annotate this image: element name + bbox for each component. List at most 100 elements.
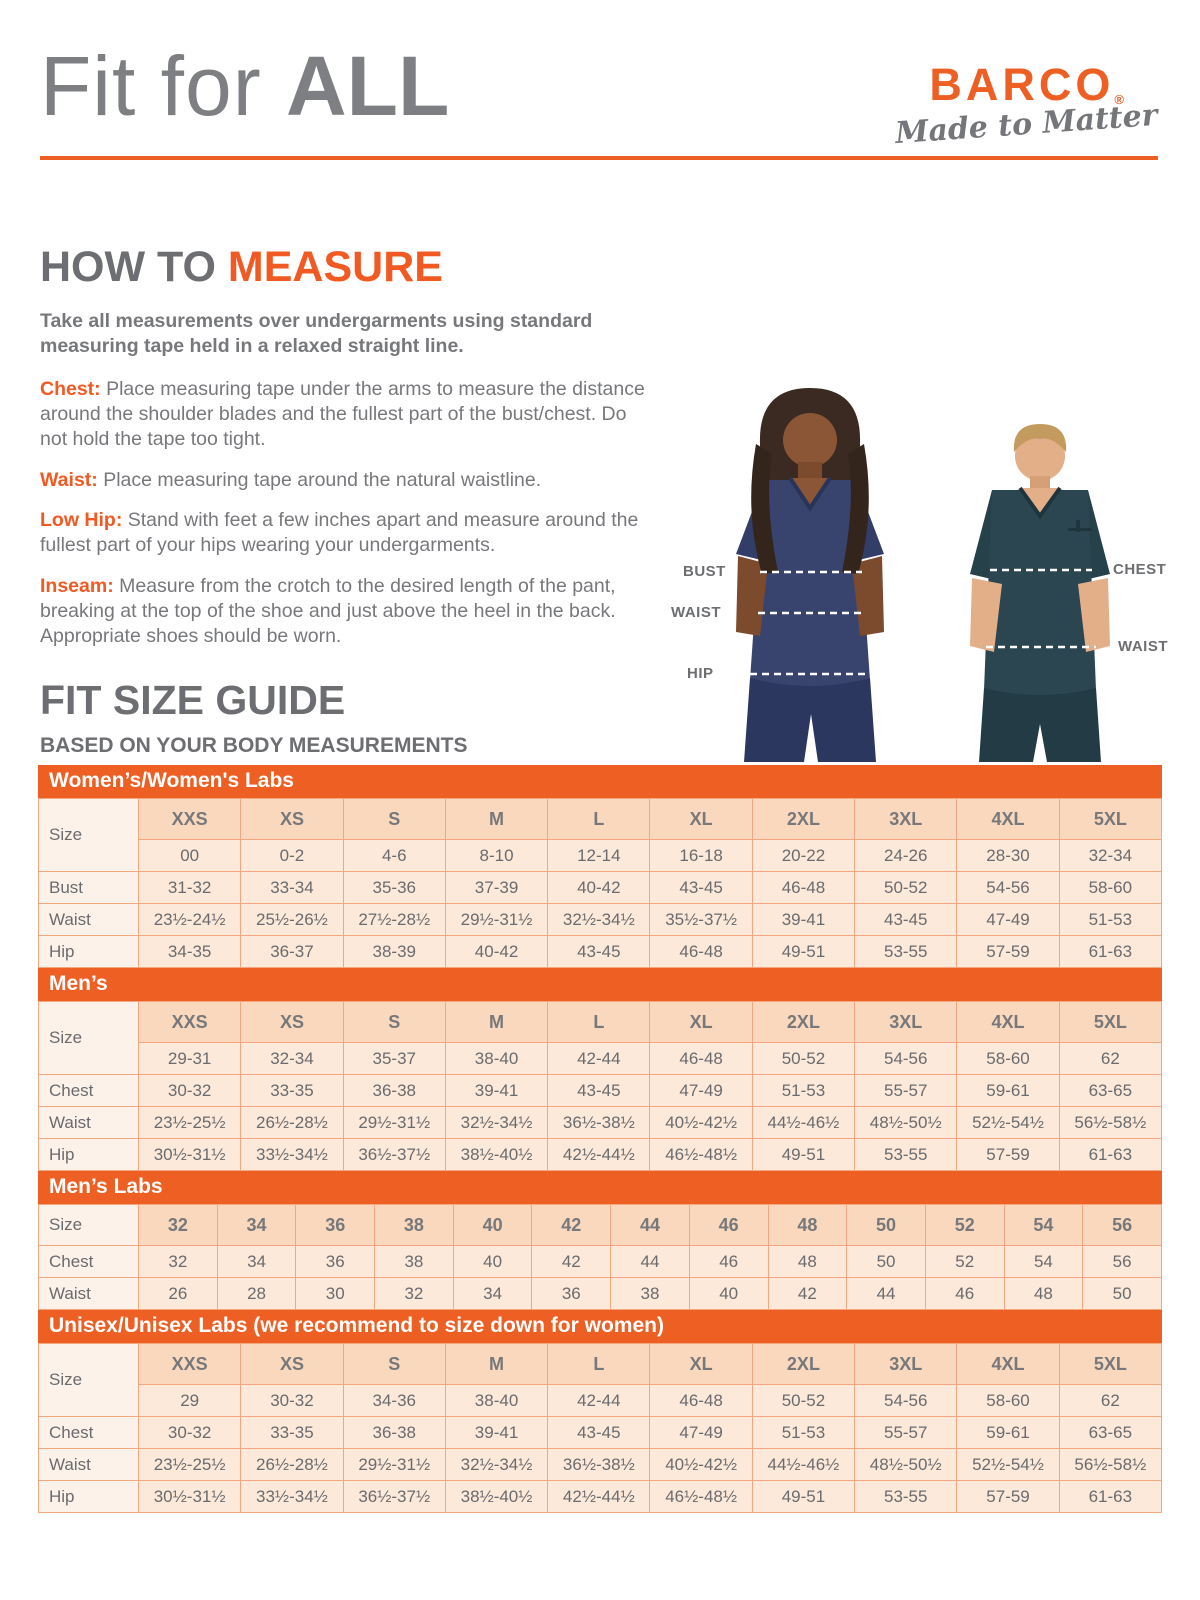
measure-cell: 61-63 — [1058, 935, 1163, 968]
brand-wordmark: BARCO — [929, 59, 1115, 110]
size-header-cell: M — [444, 798, 549, 840]
numeric-size-cell: 58-60 — [956, 1384, 1060, 1417]
size-table-womens: Size XXS XS S M L XL 2XL 3XL 4XL 5XL 00 0-2 4-6 8-10 12… — [38, 798, 1163, 968]
page-title-regular: Fit for — [40, 39, 287, 133]
measure-cell: 63-65 — [1058, 1416, 1163, 1449]
table-row: Chest 30-32 33-35 36-38 39-41 43-45 47-49 51-53… — [38, 1074, 1163, 1107]
measure-cell: 36½-38½ — [547, 1106, 651, 1139]
waist-label-female: WAIST — [671, 604, 721, 621]
size-row-label: Size — [38, 1343, 139, 1417]
measure-cell: 36½-37½ — [342, 1138, 446, 1171]
female-model — [736, 388, 884, 762]
measure-cell: 61-63 — [1058, 1138, 1163, 1171]
size-header-cell: 2XL — [751, 798, 856, 840]
measure-cell: 44½-46½ — [751, 1106, 856, 1139]
measure-cell: 57-59 — [956, 1138, 1060, 1171]
measure-cell: 49-51 — [751, 1480, 856, 1513]
measure-cell: 50 — [1082, 1277, 1162, 1310]
measure-item-label: Low Hip: — [40, 509, 123, 532]
measure-row-label: Hip — [38, 935, 139, 968]
size-header-cell: 2XL — [751, 1343, 856, 1385]
measure-cell: 30 — [295, 1277, 376, 1310]
table-row: Hip 30½-31½ 33½-34½ 36½-37½ 38½-40½ 42½-44½ 46… — [38, 1138, 1163, 1171]
size-table-mens-container: Men’s Size XXS XS S M L XL 2XL 3XL 4XL 5XL 29-31 32-3… — [38, 968, 1163, 1171]
measure-cell: 33-35 — [240, 1416, 344, 1449]
measure-row-label: Chest — [38, 1245, 139, 1278]
size-header-cell: XL — [649, 1343, 753, 1385]
measure-cell: 38½-40½ — [444, 1480, 549, 1513]
measure-cell: 42 — [531, 1245, 612, 1278]
size-header-cell: XXS — [137, 1343, 242, 1385]
numeric-size-cell: 0-2 — [240, 839, 344, 872]
size-header-cell: 44 — [610, 1204, 690, 1246]
size-header-cell: 3XL — [854, 1343, 958, 1385]
numeric-size-cell: 38-40 — [444, 1384, 549, 1417]
size-table-unisex: Size XXS XS S M L XL 2XL 3XL 4XL 5XL 29 30-32 34-36 38… — [38, 1343, 1163, 1513]
size-header-cell: 46 — [688, 1204, 769, 1246]
heading-orange-part: MEASURE — [227, 243, 443, 291]
measure-cell: 50-52 — [854, 871, 958, 904]
measure-cell: 34-35 — [137, 935, 242, 968]
measure-cell: 43-45 — [854, 903, 958, 936]
measure-cell: 32 — [138, 1245, 218, 1278]
measure-cell: 51-53 — [751, 1074, 856, 1107]
measure-cell: 40½-42½ — [649, 1106, 753, 1139]
measure-cell: 48 — [1003, 1277, 1084, 1310]
measure-cell: 48½-50½ — [854, 1106, 958, 1139]
measure-cell: 42½-44½ — [547, 1480, 651, 1513]
size-header-cell: S — [342, 1343, 446, 1385]
numeric-size-cell: 58-60 — [956, 1042, 1060, 1075]
size-header-cell: M — [444, 1343, 549, 1385]
size-header-cell: XXS — [137, 1001, 242, 1043]
measure-cell: 43-45 — [649, 871, 753, 904]
measure-cell: 63-65 — [1058, 1074, 1163, 1107]
measure-cell: 57-59 — [956, 1480, 1060, 1513]
measure-cell: 38 — [374, 1245, 454, 1278]
measure-cell: 34 — [216, 1245, 297, 1278]
measure-cell: 30½-31½ — [137, 1480, 242, 1513]
measure-cell: 55-57 — [854, 1416, 958, 1449]
size-header-cell: 4XL — [956, 1343, 1060, 1385]
table-row: Waist 26 28 30 32 34 36 38 40 42 44 46 48 50 — [38, 1277, 1162, 1310]
size-header-cell: XS — [240, 798, 344, 840]
size-header-cell: S — [342, 1001, 446, 1043]
measure-cell: 32½-34½ — [547, 903, 651, 936]
measure-cell: 38 — [610, 1277, 690, 1310]
size-table-mens-title: Men’s — [38, 968, 1162, 1001]
size-header-cell: 5XL — [1058, 1001, 1163, 1043]
measure-cell: 48½-50½ — [854, 1448, 958, 1481]
measure-cell: 36-37 — [240, 935, 344, 968]
measure-cell: 31-32 — [137, 871, 242, 904]
table-row: Bust 31-32 33-34 35-36 37-39 40-42 43-45 46-48 5… — [38, 871, 1163, 904]
numeric-size-cell: 50-52 — [751, 1042, 856, 1075]
measure-cell: 44½-46½ — [751, 1448, 856, 1481]
size-header-cell: XXS — [137, 798, 242, 840]
numeric-size-cell: 30-32 — [240, 1384, 344, 1417]
brand-name: BARCO® — [895, 62, 1158, 107]
measure-cell: 40-42 — [444, 935, 549, 968]
numeric-size-cell: 62 — [1058, 1384, 1163, 1417]
numeric-size-cell: 16-18 — [649, 839, 753, 872]
size-table-mens-labs-container: Men’s Labs Size 32 34 36 38 40 42 44 46 48 50 52 54 56… — [38, 1171, 1162, 1310]
measure-cell: 36½-37½ — [342, 1480, 446, 1513]
measure-row-label: Hip — [38, 1480, 139, 1513]
size-header-cell: 2XL — [751, 1001, 856, 1043]
measure-cell: 49-51 — [751, 935, 856, 968]
measure-cell: 36½-38½ — [547, 1448, 651, 1481]
measure-item-text: Place measuring tape around the natural … — [103, 468, 542, 491]
table-row: Waist 23½-24½ 25½-26½ 27½-28½ 29½-31½ 32½-34½… — [38, 903, 1163, 936]
numeric-size-cell: 12-14 — [547, 839, 651, 872]
numeric-size-cell: 50-52 — [751, 1384, 856, 1417]
measure-cell: 52½-54½ — [956, 1448, 1060, 1481]
chest-label: CHEST — [1113, 561, 1167, 578]
size-header-cell: 3XL — [854, 1001, 958, 1043]
measure-cell: 33-35 — [240, 1074, 344, 1107]
measure-cell: 30-32 — [137, 1074, 242, 1107]
hip-label: HIP — [687, 665, 714, 682]
measure-cell: 29½-31½ — [342, 1448, 446, 1481]
measure-cell: 53-55 — [854, 935, 958, 968]
size-row-label: Size — [38, 798, 139, 872]
measure-cell: 34 — [452, 1277, 533, 1310]
measure-item-inseam: Inseam: Measure from the crotch to the d… — [40, 574, 650, 650]
measure-cell: 40 — [688, 1277, 769, 1310]
